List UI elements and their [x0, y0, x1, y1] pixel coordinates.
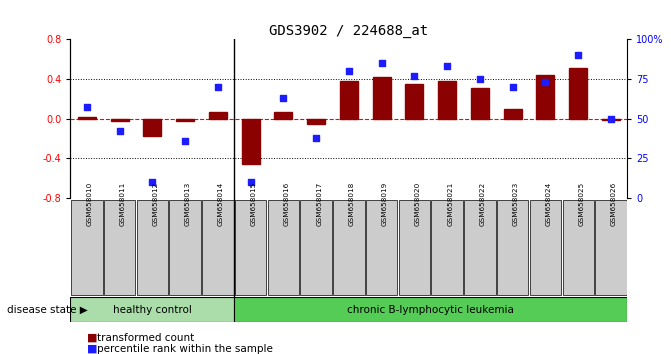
- Bar: [235, 200, 266, 295]
- Bar: [537, 75, 554, 119]
- Text: GSM658013: GSM658013: [185, 182, 191, 226]
- Title: GDS3902 / 224688_at: GDS3902 / 224688_at: [269, 24, 429, 38]
- Bar: [595, 200, 627, 295]
- Point: [81, 105, 92, 110]
- Bar: [274, 112, 293, 119]
- Text: GSM658019: GSM658019: [382, 182, 388, 226]
- Text: percentile rank within the sample: percentile rank within the sample: [97, 344, 273, 354]
- Bar: [104, 200, 136, 295]
- Bar: [71, 200, 103, 295]
- Text: GSM658014: GSM658014: [218, 182, 224, 226]
- Bar: [176, 119, 194, 121]
- Bar: [562, 200, 594, 295]
- Bar: [530, 200, 561, 295]
- Bar: [504, 109, 522, 119]
- Text: GSM658012: GSM658012: [152, 182, 158, 226]
- Text: GSM658022: GSM658022: [480, 182, 486, 226]
- Point: [474, 76, 485, 82]
- Bar: [137, 200, 168, 295]
- Bar: [268, 200, 299, 295]
- Text: healthy control: healthy control: [113, 305, 192, 315]
- Bar: [301, 200, 332, 295]
- Bar: [209, 112, 227, 119]
- Bar: [431, 200, 463, 295]
- Text: transformed count: transformed count: [97, 333, 195, 343]
- Bar: [70, 297, 234, 322]
- Point: [180, 138, 191, 144]
- Text: GSM658020: GSM658020: [415, 182, 421, 226]
- Bar: [234, 297, 627, 322]
- Text: GSM658023: GSM658023: [513, 182, 519, 226]
- Text: GSM658024: GSM658024: [546, 182, 552, 226]
- Point: [246, 179, 256, 185]
- Bar: [405, 84, 423, 119]
- Text: ■: ■: [87, 333, 98, 343]
- Bar: [438, 81, 456, 119]
- Point: [311, 135, 321, 141]
- Point: [442, 63, 452, 69]
- Point: [344, 68, 354, 74]
- Text: GSM658011: GSM658011: [119, 182, 125, 226]
- Bar: [111, 119, 129, 121]
- Bar: [569, 68, 587, 119]
- Bar: [340, 81, 358, 119]
- Text: GSM658021: GSM658021: [447, 182, 453, 226]
- Text: GSM658015: GSM658015: [251, 182, 256, 226]
- Text: GSM658017: GSM658017: [316, 182, 322, 226]
- Text: chronic B-lymphocytic leukemia: chronic B-lymphocytic leukemia: [348, 305, 514, 315]
- Bar: [399, 200, 430, 295]
- Bar: [602, 119, 620, 120]
- Bar: [78, 116, 96, 119]
- Bar: [497, 200, 529, 295]
- Bar: [144, 119, 161, 136]
- Text: GSM658026: GSM658026: [611, 182, 617, 226]
- Point: [213, 84, 223, 90]
- Bar: [202, 200, 234, 295]
- Bar: [307, 119, 325, 124]
- Text: ■: ■: [87, 344, 98, 354]
- Bar: [366, 200, 397, 295]
- Point: [278, 95, 289, 101]
- Text: GSM658018: GSM658018: [349, 182, 355, 226]
- Point: [409, 73, 420, 79]
- Point: [376, 60, 387, 66]
- Point: [573, 52, 584, 58]
- Point: [147, 179, 158, 185]
- Text: GSM658010: GSM658010: [87, 182, 93, 226]
- Text: GSM658016: GSM658016: [283, 182, 289, 226]
- Point: [606, 116, 617, 121]
- Bar: [333, 200, 364, 295]
- Bar: [464, 200, 496, 295]
- Bar: [169, 200, 201, 295]
- Point: [540, 79, 551, 85]
- Point: [507, 84, 518, 90]
- Text: disease state ▶: disease state ▶: [7, 305, 87, 315]
- Bar: [372, 77, 391, 119]
- Bar: [471, 88, 489, 119]
- Bar: [242, 119, 260, 164]
- Point: [114, 129, 125, 134]
- Text: GSM658025: GSM658025: [578, 182, 584, 226]
